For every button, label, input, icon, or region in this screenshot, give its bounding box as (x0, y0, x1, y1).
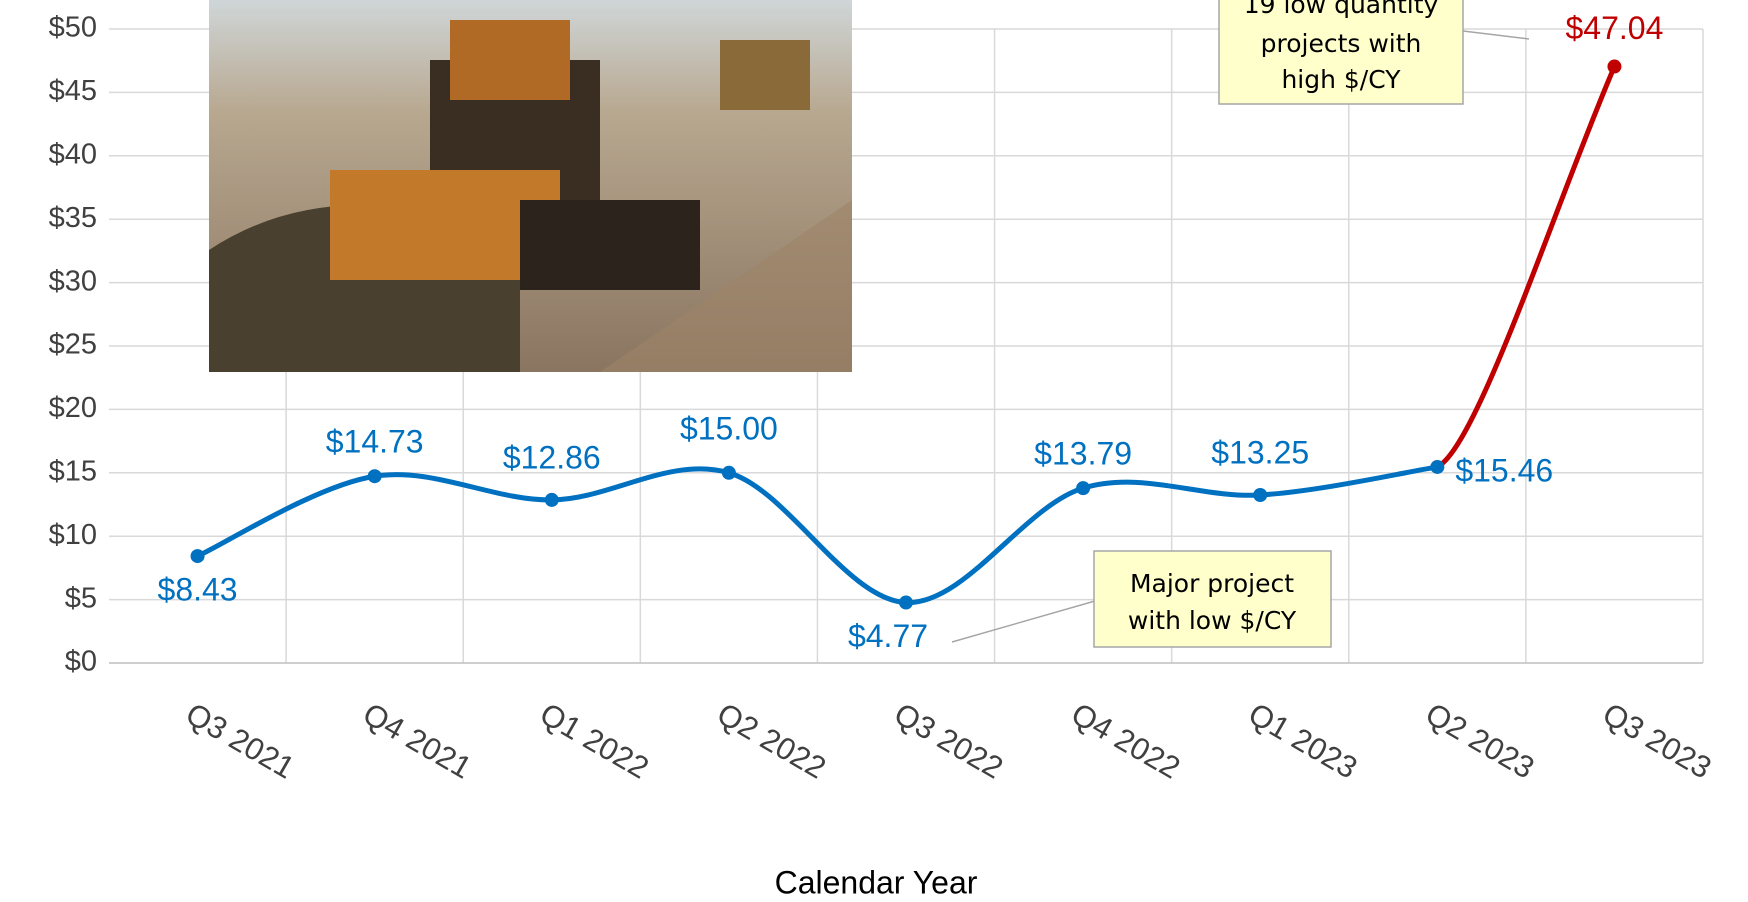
point (368, 469, 382, 483)
annotation-text: projects with (1261, 29, 1422, 58)
y-tick-label: $0 (65, 646, 97, 678)
x-tick-label: Q1 2022 (534, 696, 655, 786)
annotation-text: high $/CY (1281, 65, 1401, 94)
point (722, 466, 736, 480)
y-tick-label: $35 (49, 202, 97, 234)
y-tick-label: $25 (49, 329, 97, 361)
y-tick-label: $20 (49, 392, 97, 424)
x-tick-label: Q2 2022 (711, 696, 832, 786)
x-tick-label: Q4 2021 (357, 696, 478, 786)
y-tick-label: $40 (49, 138, 97, 170)
x-tick-label: Q4 2022 (1066, 696, 1187, 786)
value-label: $4.77 (848, 618, 928, 654)
value-label: $15.46 (1455, 452, 1553, 488)
value-label: $15.00 (680, 410, 778, 446)
value-label: $14.73 (326, 424, 424, 460)
point (545, 493, 559, 507)
y-tick-label: $5 (65, 582, 97, 614)
annotation-callout (952, 0, 1529, 647)
annotation-text: with low $/CY (1128, 606, 1297, 635)
value-label: $13.79 (1034, 436, 1132, 472)
annotation-text: Major project (1130, 569, 1294, 598)
point (899, 596, 913, 610)
point (1253, 488, 1267, 502)
value-label: $13.25 (1211, 434, 1309, 470)
point (1430, 460, 1444, 474)
x-tick-label: Q3 2023 (1597, 696, 1718, 786)
annotation-text: 19 low quantity (1244, 0, 1439, 19)
point (1607, 60, 1621, 74)
chart: 19 low quantity projects with high $/CY Maj… (0, 0, 1748, 902)
y-tick-label: $45 (49, 75, 97, 107)
photo (209, 0, 852, 372)
y-tick-label: $50 (49, 12, 97, 44)
value-label: $8.43 (158, 572, 238, 608)
x-tick-label: Q2 2023 (1420, 696, 1541, 786)
value-label: $12.86 (503, 439, 601, 475)
x-axis-title: Calendar Year (775, 864, 978, 900)
point (1076, 481, 1090, 495)
y-tick-label: $15 (49, 455, 97, 487)
x-tick-label: Q1 2023 (1243, 696, 1364, 786)
y-tick-label: $30 (49, 265, 97, 297)
value-label: $47.04 (1566, 10, 1664, 46)
x-tick-label: Q3 2022 (888, 696, 1009, 786)
x-tick-label: Q3 2021 (180, 696, 301, 786)
point (191, 549, 205, 563)
y-tick-label: $10 (49, 519, 97, 551)
